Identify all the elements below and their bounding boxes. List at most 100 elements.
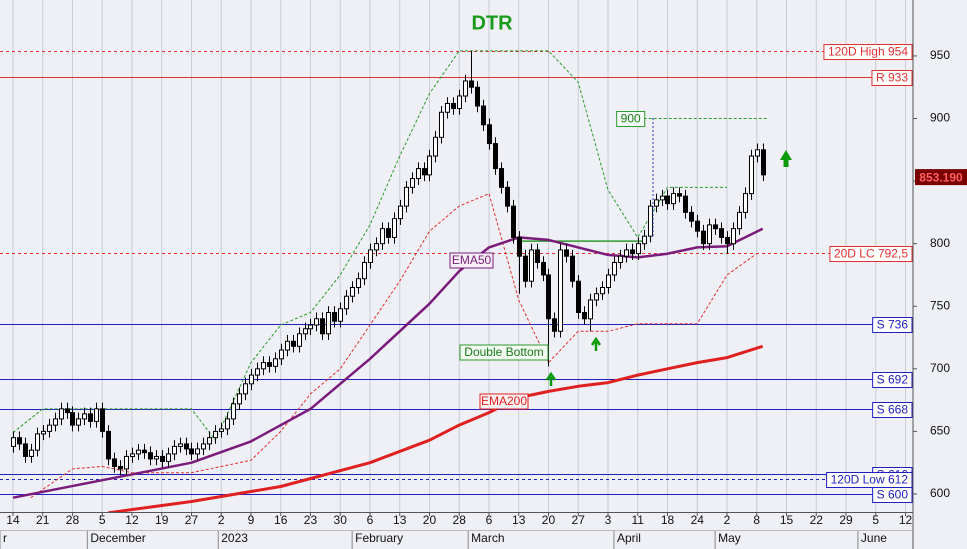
candle-body — [291, 340, 296, 347]
candle-body — [743, 193, 748, 213]
candle-body — [368, 249, 373, 263]
candle-body — [160, 455, 165, 462]
ema-line — [107, 344, 764, 512]
ema50-label: EMA50 — [452, 253, 492, 267]
candle-body — [398, 205, 403, 220]
candle-body — [362, 261, 367, 280]
candle-body — [564, 249, 569, 257]
x-tick-label: 23 — [304, 513, 318, 527]
candle-body — [404, 186, 409, 207]
x-tick-label: 5 — [872, 513, 879, 527]
x-tick-label: 24 — [691, 513, 705, 527]
candle-body — [606, 274, 611, 288]
channel-line — [12, 50, 727, 442]
x-tick-label: 28 — [453, 513, 467, 527]
x-tick-label: 13 — [512, 513, 526, 527]
month-label: June — [861, 531, 887, 545]
target-label: 900 — [621, 112, 641, 126]
candle-body — [624, 249, 629, 257]
arrow-up — [590, 336, 602, 351]
candle-body — [487, 124, 492, 145]
candle-body — [94, 408, 99, 422]
x-tick-label: 6 — [486, 513, 493, 527]
candle-body — [344, 295, 349, 310]
month-label: April — [617, 531, 641, 545]
x-tick-label: 29 — [839, 513, 853, 527]
candle-body — [17, 437, 22, 445]
level-label: S 736 — [877, 318, 909, 332]
x-tick-label: 30 — [334, 513, 348, 527]
candle-body — [505, 186, 510, 207]
x-tick-label: 27 — [572, 513, 586, 527]
candle-body — [719, 228, 724, 238]
candle-body — [636, 243, 641, 255]
candle-body — [231, 403, 236, 420]
candle-body — [427, 155, 432, 176]
last-price-box — [915, 169, 967, 186]
candle-body — [582, 312, 587, 320]
ema200-label-box — [479, 393, 529, 410]
candle-body — [106, 430, 111, 460]
candle-body — [261, 362, 266, 370]
level-label-box — [872, 372, 913, 388]
candle-body — [338, 308, 343, 322]
candle-body — [380, 228, 385, 245]
level-label-box — [872, 487, 913, 503]
candle-body — [499, 168, 504, 188]
level-label: 120D High 954 — [828, 45, 908, 59]
candle-body — [511, 205, 516, 238]
x-tick-label: 20 — [542, 513, 556, 527]
candle-body — [416, 168, 421, 180]
month-label: r — [3, 531, 7, 545]
candle-body — [35, 433, 40, 451]
candle-body — [219, 428, 224, 432]
candle-body — [648, 205, 653, 237]
candle-body — [273, 358, 278, 367]
level-label-box — [871, 70, 913, 86]
y-tick-label: 600 — [930, 486, 950, 500]
candle-body — [749, 155, 754, 195]
candle-body — [725, 236, 730, 245]
candle-body — [642, 235, 647, 245]
candle-body — [755, 149, 760, 157]
candle-body — [701, 230, 706, 245]
candle-body — [546, 274, 551, 320]
candle-body — [76, 418, 81, 426]
axes: 14 21 28 5 12 19 27 2 9 16 23 30 6 13 20 28 6 13 20 27 3 11 18… — [0, 48, 967, 549]
candle-body — [517, 236, 522, 257]
level-label: S 668 — [877, 403, 909, 417]
level-label: R 933 — [876, 71, 908, 85]
candle-body — [82, 413, 87, 420]
y-tick-label: 700 — [930, 361, 950, 375]
candle-body — [469, 80, 474, 88]
candle-body — [23, 443, 28, 457]
x-tick-label: 9 — [248, 513, 255, 527]
x-tick-label: 14 — [6, 513, 20, 527]
candle-body — [552, 318, 557, 332]
candle-body — [195, 448, 200, 455]
candle-body — [279, 349, 284, 360]
x-tick-label: 3 — [605, 513, 612, 527]
candle-body — [172, 445, 177, 455]
candle-body — [386, 228, 391, 238]
candle-body — [207, 437, 212, 445]
candle-body — [445, 103, 450, 113]
candle-body — [529, 249, 534, 282]
candle-body — [112, 458, 117, 467]
candle-body — [148, 452, 153, 460]
candle-body — [576, 280, 581, 314]
candle-body — [154, 455, 159, 460]
ema-line — [12, 227, 764, 499]
candle-body — [654, 199, 659, 207]
candle-body — [29, 449, 34, 457]
candle-body — [493, 143, 498, 170]
x-tick-label: 28 — [66, 513, 80, 527]
arrow-up — [780, 150, 792, 167]
x-tick-label: 12 — [125, 513, 139, 527]
month-label: 2023 — [221, 531, 248, 545]
x-tick-label: 6 — [367, 513, 374, 527]
chart-title: DTR — [471, 12, 513, 34]
x-tick-label: 12 — [899, 513, 913, 527]
